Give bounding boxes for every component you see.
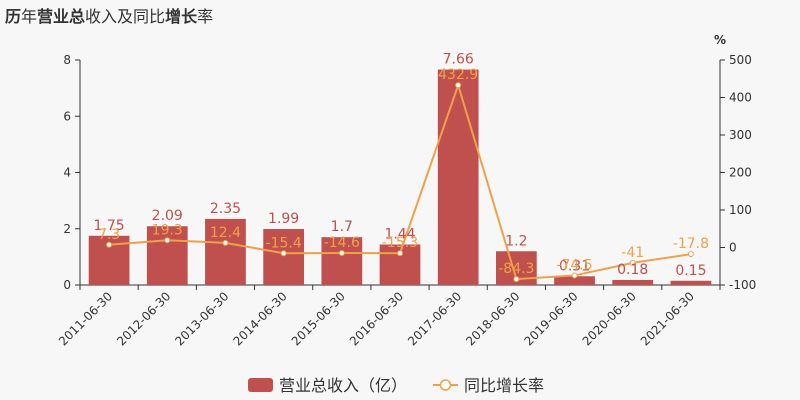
x-axis-tick-label: 2015-06-30: [289, 289, 348, 348]
line-labels: 7.3 19.3 12.4 -15.4 -14.6 -15.3 432.9 -84.3 -74.…: [98, 67, 709, 277]
x-axis: 2011-06-302012-06-302013-06-302014-06-30…: [56, 284, 721, 348]
line-label: 432.9: [438, 67, 478, 83]
bar: [670, 280, 712, 285]
right-axis-tick-label: 200: [729, 166, 752, 180]
right-axis-tick-label: 0: [729, 241, 737, 255]
legend: 营业总收入（亿） 同比增长率: [248, 376, 544, 395]
legend-line-label: 同比增长率: [464, 376, 544, 395]
bar-label: 1.44: [384, 227, 415, 243]
bar-label: 1.99: [268, 211, 299, 227]
line-point: [629, 259, 636, 266]
right-axis-tick-label: 300: [729, 128, 752, 142]
bar: [263, 229, 304, 285]
bar-series: [88, 69, 712, 285]
bar: [205, 218, 246, 285]
left-axis-tick-label: 8: [63, 53, 71, 67]
x-axis-tick-label: 2019-06-30: [521, 289, 580, 348]
line-label: -41: [621, 245, 644, 261]
right-axis-tick-label: 100: [729, 203, 752, 217]
line-series: [106, 81, 694, 283]
line-point: [338, 249, 345, 256]
chart-title-part-0: 历: [5, 7, 21, 26]
right-axis-tick-label: -100: [729, 278, 756, 292]
chart-title-part-4: 增长: [165, 7, 198, 26]
bar-label: 1.2: [505, 233, 527, 249]
right-axis-tick-label: 500: [729, 53, 752, 67]
x-axis-tick-label: 2011-06-30: [56, 289, 115, 348]
right-axis-unit: %: [714, 33, 726, 47]
chart-title-part-3: 收入及同比: [85, 7, 165, 26]
bar-label: 2.09: [152, 208, 183, 224]
left-axis-tick-label: 6: [63, 109, 71, 123]
x-axis-tick-label: 2021-06-30: [638, 289, 697, 348]
line-label: -74.5: [556, 257, 592, 273]
line-point: [106, 241, 113, 248]
line-label: -15.4: [266, 235, 302, 251]
bar-label: 0.31: [559, 258, 590, 274]
line-point: [397, 250, 403, 257]
bar-label: 7.66: [443, 52, 474, 68]
bar: [612, 279, 654, 285]
bar: [437, 69, 479, 285]
x-axis-tick-label: 2012-06-30: [114, 289, 173, 348]
line-label: 12.4: [210, 225, 241, 241]
line-point: [280, 250, 287, 257]
bar: [554, 276, 595, 285]
line-point: [222, 239, 229, 246]
bar: [146, 226, 188, 285]
chart-title: 历年营业总收入及同比增长率: [5, 7, 213, 26]
left-axis-tick-label: 4: [63, 166, 71, 180]
chart-title-part-2: 营业总: [37, 7, 85, 26]
line-label: -15.3: [382, 235, 418, 251]
line-label: -17.8: [673, 236, 709, 252]
x-axis-tick-label: 2014-06-30: [231, 289, 290, 348]
left-axis-tick-label: 0: [63, 278, 71, 292]
line-point: [455, 82, 462, 89]
left-axis-tick-label: 2: [63, 222, 71, 236]
right-axis: -100 0 100 200 300 400 500%: [714, 33, 756, 292]
line-point: [687, 251, 694, 258]
line-label: -14.6: [324, 235, 360, 251]
line-label: 19.3: [152, 222, 183, 238]
x-axis-tick-label: 2016-06-30: [347, 289, 406, 348]
right-axis-tick-label: 400: [729, 91, 752, 105]
line-point: [164, 237, 171, 244]
bar-labels: 1.75 2.09 2.35 1.99 1.7 1.44 7.66 1.2 0.31 0.18 0.…: [94, 52, 707, 279]
line-point: [571, 272, 578, 279]
bar: [321, 237, 363, 285]
left-axis: 0 2 4 6 8: [63, 53, 81, 292]
line-point: [513, 276, 520, 283]
x-axis-tick-label: 2017-06-30: [405, 289, 464, 348]
line-label: -84.3: [498, 261, 534, 277]
bar-label: 0.15: [675, 263, 706, 279]
bar-label: 2.35: [210, 201, 241, 217]
legend-bar-label: 营业总收入（亿）: [279, 376, 407, 395]
legend-bar-swatch: [248, 378, 273, 392]
bar-label: 1.7: [331, 219, 353, 235]
bar-label: 0.18: [617, 262, 648, 278]
x-axis-tick-label: 2018-06-30: [463, 289, 522, 348]
chart-title-part-5: 率: [197, 7, 213, 26]
chart-title-part-1: 年: [21, 7, 37, 26]
x-axis-tick-label: 2013-06-30: [172, 289, 231, 348]
line-label: 7.3: [98, 227, 120, 243]
x-axis-tick-label: 2020-06-30: [580, 289, 639, 348]
bar-label: 1.75: [94, 218, 125, 234]
legend-line-marker: [439, 379, 452, 391]
